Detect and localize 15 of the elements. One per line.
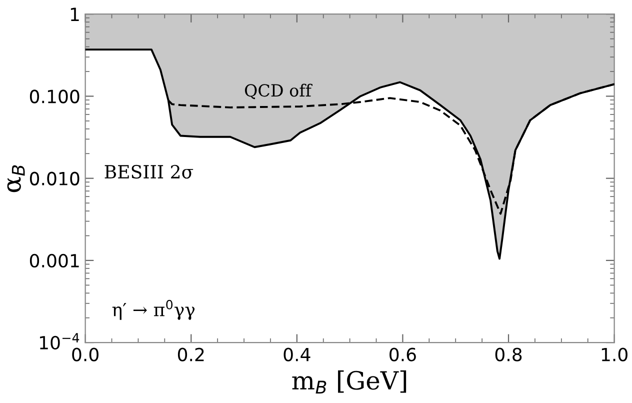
x-tick-label: 0.2 <box>178 348 204 362</box>
y-axis-title: α$_{B}$ <box>7 165 25 192</box>
x-axis-title: m$_{B}$ [GeV] <box>292 370 406 394</box>
y-tick-label: 0.100 <box>30 90 80 104</box>
annotation: BESIII 2σ <box>104 164 194 179</box>
x-tick-label: 0.8 <box>495 348 522 362</box>
y-tick-label: 0.010 <box>30 172 80 186</box>
x-tick-label: 0.0 <box>72 348 98 362</box>
x-tick-label: 0.6 <box>390 348 416 362</box>
x-tick-label: 0.4 <box>284 348 310 362</box>
y-tick-label: 1 <box>70 8 79 21</box>
y-tick-label: 0.001 <box>30 254 79 268</box>
annotation: η′ → π$^{0}$γγ <box>112 300 195 320</box>
x-tick-label: 1.0 <box>602 348 628 362</box>
annotation: QCD off <box>244 84 312 100</box>
